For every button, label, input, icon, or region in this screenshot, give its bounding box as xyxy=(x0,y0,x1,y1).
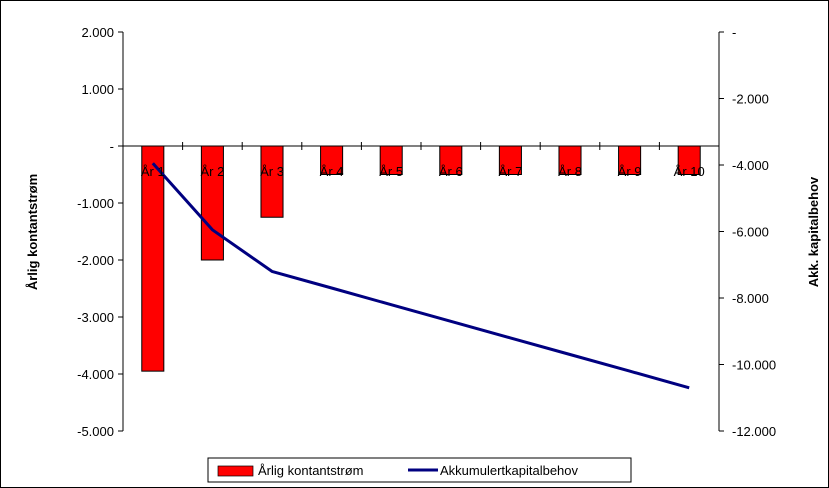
accumulated-line xyxy=(151,162,690,390)
y-tick-label: -2.000 xyxy=(77,253,114,268)
y-tick-label: 1.000 xyxy=(81,82,114,97)
category-labels: År 1 År 2 År 3 År 4 År 5 År 6 År 7 År 8 År 9 År 1… xyxy=(141,164,705,179)
line-series xyxy=(151,162,690,390)
y-tick-label: -1.000 xyxy=(77,196,114,211)
y2-tick-label: -4.000 xyxy=(732,158,769,173)
legend-swatch-bar xyxy=(217,465,254,477)
y-tick-label: 2.000 xyxy=(81,25,114,40)
x-tick-label: År 5 xyxy=(379,164,403,179)
y-tick-label: -3.000 xyxy=(77,310,114,325)
x-tick-label: År 4 xyxy=(320,164,344,179)
y2-tick-label: -12.000 xyxy=(732,424,776,439)
x-tick-label: År 2 xyxy=(200,164,224,179)
y2-tick-label: -10.000 xyxy=(732,358,776,373)
legend-label-line: Akkumulertkapitalbehov xyxy=(440,463,579,478)
y2-tick-label: -8.000 xyxy=(732,291,769,306)
legend: Årlig kontantstrøm Akkumulertkapitalbeho… xyxy=(207,457,632,483)
bar xyxy=(141,145,165,372)
legend-label-bar: Årlig kontantstrøm xyxy=(258,463,363,478)
y-tick-label: - xyxy=(110,139,114,154)
x-tick-label: År 9 xyxy=(618,164,642,179)
right-axis: - -2.000 -4.000 -6.000 -8.000 -10.000 -12.000 xyxy=(718,25,776,439)
x-tick-label: År 6 xyxy=(439,164,463,179)
x-tick-label: År 3 xyxy=(260,164,284,179)
y-tick-label: -4.000 xyxy=(77,367,114,382)
bar xyxy=(260,145,284,218)
y-axis-title: Årlig kontantstrøm xyxy=(25,174,40,290)
x-tick-label: År 1 xyxy=(141,164,165,179)
y2-axis-title: Akk. kapitalbehov xyxy=(806,176,821,287)
y2-tick-label: -2.000 xyxy=(732,92,769,107)
y2-tick-label: - xyxy=(732,25,736,40)
x-tick-label: År 7 xyxy=(498,164,522,179)
y-tick-label: -5.000 xyxy=(77,424,114,439)
left-axis: 2.000 1.000 - -1.000 -2.000 -3.000 -4.000 -5.00… xyxy=(77,25,124,439)
x-tick-label: År 10 xyxy=(674,164,705,179)
bar-series xyxy=(122,142,720,372)
x-tick-label: År 8 xyxy=(558,164,582,179)
y2-tick-label: -6.000 xyxy=(732,225,769,240)
